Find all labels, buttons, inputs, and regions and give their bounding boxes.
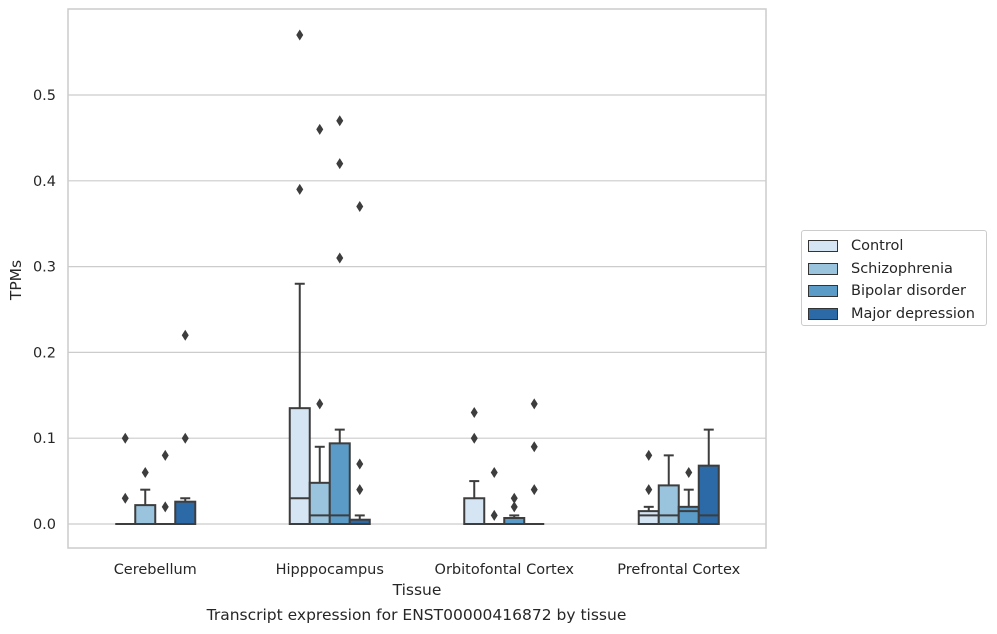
outlier-point [181,329,189,341]
outlier-point [510,501,518,513]
outlier-point [530,484,538,496]
outlier-point [336,252,344,264]
legend-swatch-major-depression [808,307,838,320]
box-major-depression [174,329,197,525]
outlier-point [316,398,324,410]
box-body [637,510,660,526]
box-body [308,481,331,526]
box-body [657,484,680,526]
outlier-point [296,183,304,195]
y-tick-label: 0.2 [33,345,56,361]
x-tick-labels: Cerebellum Hipppocampus Orbitofontal Corte… [114,562,741,578]
legend-item-control: Control [808,235,986,258]
outlier-point [470,432,478,444]
outlier-point [530,441,538,453]
chart-caption: Transcript expression for ENST0000041687… [206,606,627,624]
outlier-point [510,492,518,504]
outlier-point [685,467,693,479]
box-body [288,407,311,526]
box-control [637,449,660,526]
legend-item-schizophrenia: Schizophrenia [808,258,986,281]
legend-item-major-depression: Major depression [808,303,986,326]
legend-swatch-bipolar-disorder [808,285,838,298]
box-control [115,432,136,525]
y-axis-label: TPMs [7,260,25,301]
chart-legend: Control Schizophrenia Bipolar disorder M… [801,230,987,326]
box-schizophrenia [308,123,331,526]
box-body [697,464,720,526]
y-tick-label: 0.4 [33,174,56,190]
x-tick-label: Hipppocampus [276,562,384,578]
legend-label-control: Control [851,238,904,255]
outlier-point [316,123,324,135]
grid-lines [68,94,766,525]
box-major-depression [524,398,545,525]
outlier-point [356,201,364,213]
outlier-point [121,432,129,444]
legend-label-schizophrenia: Schizophrenia [851,260,953,277]
box-body [463,497,486,526]
box-control [288,29,311,526]
box-series [115,29,720,526]
legend-item-bipolar-disorder: Bipolar disorder [808,280,986,303]
box-control [463,406,486,526]
y-tick-label: 0.0 [33,517,56,533]
box-major-depression [348,201,371,526]
box-body [174,500,197,525]
box-schizophrenia [657,454,680,526]
outlier-point [121,492,129,504]
box-body [677,505,700,525]
box-bipolar-disorder [503,492,526,526]
outlier-point [336,158,344,170]
box-major-depression [697,428,720,526]
outlier-point [296,29,304,41]
box-bipolar-disorder [328,115,351,525]
x-tick-label: Cerebellum [114,562,197,578]
x-axis-label: Tissue [392,581,442,599]
box-body [134,504,157,525]
box-schizophrenia [484,467,505,525]
outlier-point [490,467,498,479]
outlier-point [490,509,498,521]
box-bipolar-disorder [677,467,700,525]
y-tick-label: 0.5 [33,88,56,104]
y-tick-labels: 0.0 0.1 0.2 0.3 0.4 0.5 [33,88,56,533]
x-tick-label: Orbitofontal Cortex [435,562,575,578]
outlier-point [161,501,169,513]
outlier-point [141,467,149,479]
legend-label-major-depression: Major depression [851,305,975,322]
outlier-point [161,449,169,461]
box-schizophrenia [134,467,157,525]
outlier-point [645,449,653,461]
outlier-point [530,398,538,410]
x-tick-label: Prefrontal Cortex [617,562,740,578]
legend-swatch-schizophrenia [808,262,838,275]
legend-label-bipolar-disorder: Bipolar disorder [851,283,966,300]
legend-swatch-control [808,240,838,253]
box-bipolar-disorder [155,449,176,525]
outlier-point [645,484,653,496]
outlier-point [336,115,344,127]
outlier-point [356,484,364,496]
outlier-point [356,458,364,470]
box-body [328,442,351,525]
y-tick-label: 0.3 [33,260,56,276]
outlier-point [470,406,478,418]
y-tick-label: 0.1 [33,431,56,447]
plot-frame [67,8,767,549]
outlier-point [181,432,189,444]
